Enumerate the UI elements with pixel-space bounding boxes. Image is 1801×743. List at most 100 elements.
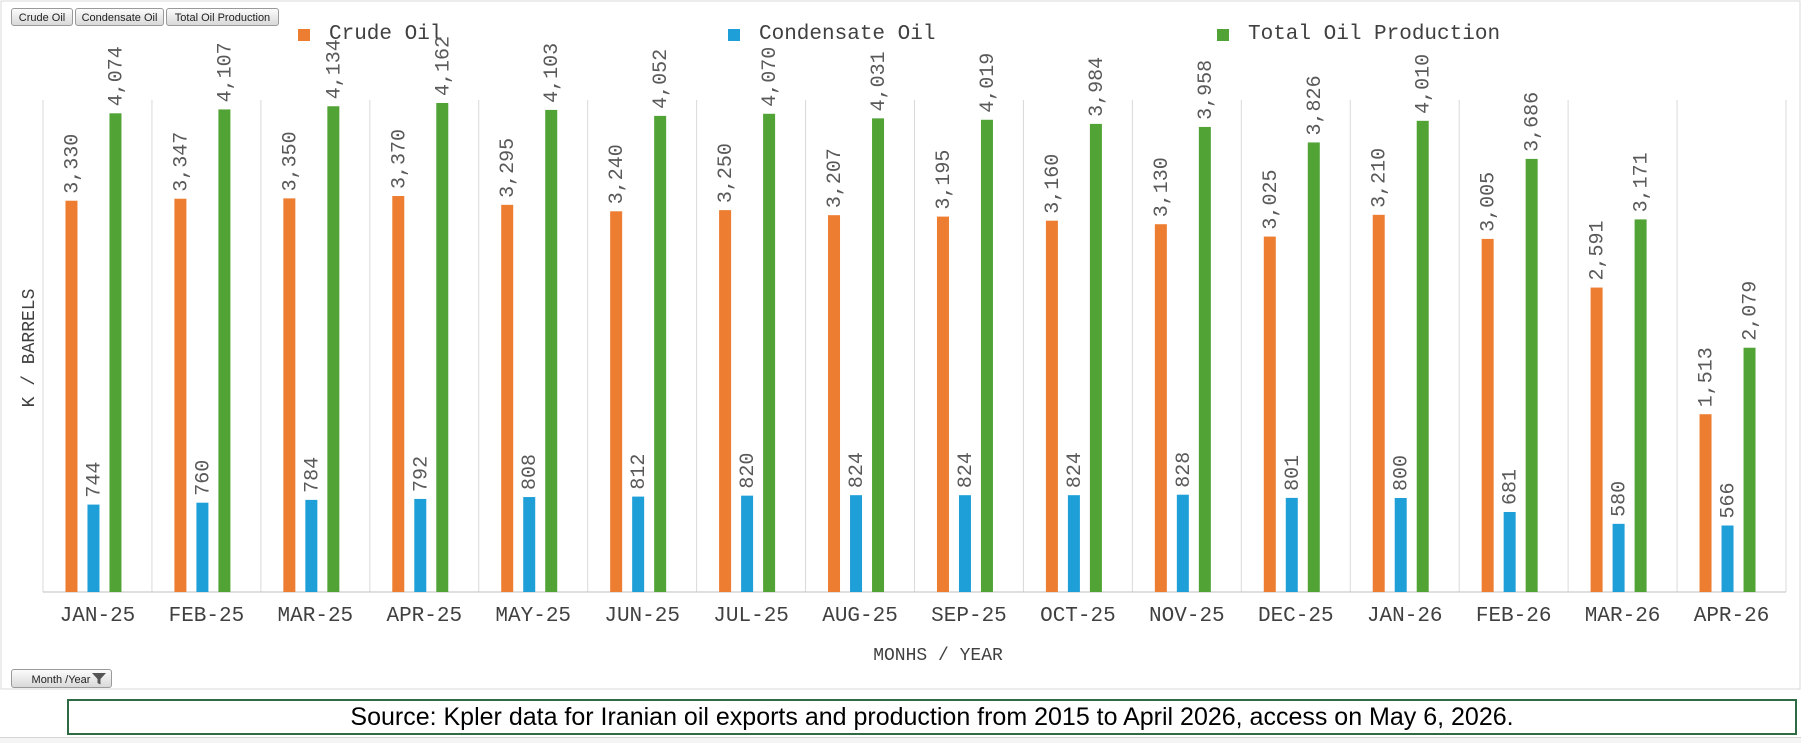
chart-frame (0, 0, 1801, 690)
data-label: 801 (1282, 455, 1305, 491)
bar (1285, 497, 1298, 592)
bar (414, 498, 427, 592)
data-label: 566 (1718, 482, 1741, 518)
x-tick-label: NOV-25 (1149, 605, 1225, 628)
bar (1263, 236, 1276, 592)
x-tick-label: AUG-25 (822, 605, 898, 628)
total-oil-production-field-button[interactable]: Total Oil Production (166, 8, 279, 26)
bar (980, 119, 993, 592)
bar (632, 496, 645, 592)
bar (828, 215, 841, 593)
bar (936, 216, 949, 592)
data-label: 3,250 (715, 143, 738, 203)
data-label: 760 (192, 460, 215, 496)
data-label: 4,010 (1413, 54, 1436, 114)
x-tick-label: MAR-25 (278, 605, 354, 628)
data-label: 828 (1173, 452, 1196, 488)
data-label: 824 (1064, 452, 1087, 488)
bar (1503, 511, 1516, 592)
bar (850, 495, 863, 592)
bar (1743, 347, 1756, 592)
x-tick-label: MAY-25 (495, 605, 571, 628)
x-tick-label: OCT-25 (1040, 605, 1116, 628)
data-label: 681 (1500, 469, 1523, 505)
bar (763, 113, 776, 593)
data-label: 4,019 (977, 53, 1000, 113)
bar (545, 109, 558, 593)
condensate-oil-field-button[interactable]: Condensate Oil (75, 8, 164, 26)
x-tick-label: APR-25 (386, 605, 462, 628)
data-label: 2,079 (1740, 281, 1763, 341)
data-label: 3,958 (1195, 60, 1218, 120)
x-tick-label: DEC-25 (1258, 605, 1334, 628)
data-label: 808 (519, 454, 542, 490)
legend-label-3: Total Oil Production (1248, 23, 1500, 46)
data-label: 4,107 (214, 42, 237, 102)
bar (1372, 214, 1385, 592)
bar (501, 204, 514, 592)
data-label: 2,591 (1587, 221, 1610, 281)
bar (719, 210, 732, 592)
x-tick-label: SEP-25 (931, 605, 1007, 628)
bar (1067, 495, 1080, 592)
data-label: 3,160 (1042, 154, 1065, 214)
bar (610, 211, 623, 593)
crude-oil-field-button[interactable]: Crude Oil (11, 8, 73, 26)
month-year-filter-button[interactable]: Month /Year (11, 669, 112, 688)
data-label: 3,210 (1369, 148, 1392, 208)
data-label: 4,074 (105, 46, 128, 106)
y-axis-title: K / BARRELS (20, 289, 40, 408)
bar (1416, 120, 1429, 592)
data-label: 3,686 (1522, 92, 1545, 152)
legend-swatch-1 (298, 29, 310, 41)
bar (436, 102, 449, 592)
bar (1176, 494, 1189, 592)
data-label: 3,195 (933, 150, 956, 210)
legend-label-1: Crude Oil (329, 23, 442, 46)
data-label: 4,070 (759, 47, 782, 107)
data-label: 800 (1391, 455, 1414, 491)
chart: Crude Oil Condensate Oil Total Oil Product… (0, 0, 1801, 690)
bar (1699, 414, 1712, 592)
data-label: 3,347 (170, 132, 193, 192)
data-label: 824 (955, 452, 978, 488)
bar (327, 106, 340, 592)
data-label: 824 (846, 452, 869, 488)
bar (1198, 126, 1211, 592)
data-label: 1,513 (1696, 347, 1719, 407)
bar (87, 504, 100, 592)
bar (109, 113, 122, 593)
bar (1721, 525, 1734, 592)
data-label: 4,103 (541, 43, 564, 103)
bar (1590, 287, 1603, 592)
data-label: 3,130 (1151, 157, 1174, 217)
data-label: 3,025 (1260, 170, 1283, 230)
data-label: 3,370 (388, 129, 411, 189)
bar (305, 499, 318, 592)
x-tick-label: FEB-25 (169, 605, 245, 628)
bar (523, 497, 536, 592)
data-label: 580 (1609, 481, 1632, 517)
bar (1089, 123, 1102, 592)
data-label: 820 (737, 453, 760, 489)
bar (283, 198, 296, 592)
bar (218, 109, 231, 593)
x-tick-label: MAR-26 (1585, 605, 1661, 628)
x-axis-title: MONHS / YEAR (873, 646, 1003, 666)
sheet-grid-strip (0, 737, 1801, 743)
data-label: 3,005 (1478, 172, 1501, 232)
x-tick-label: JUL-25 (713, 605, 789, 628)
data-label: 792 (410, 456, 433, 492)
bar (392, 196, 405, 592)
bar (741, 495, 754, 592)
data-label: 4,031 (868, 51, 891, 111)
data-label: 3,240 (606, 144, 629, 204)
data-label: 3,826 (1304, 75, 1327, 135)
x-tick-label: JUN-25 (604, 605, 680, 628)
x-tick-label: APR-26 (1694, 605, 1770, 628)
bar (174, 198, 187, 593)
x-tick-label: JAN-26 (1367, 605, 1443, 628)
data-label: 744 (83, 462, 106, 498)
bar (1634, 219, 1647, 592)
data-label: 4,162 (432, 36, 455, 96)
